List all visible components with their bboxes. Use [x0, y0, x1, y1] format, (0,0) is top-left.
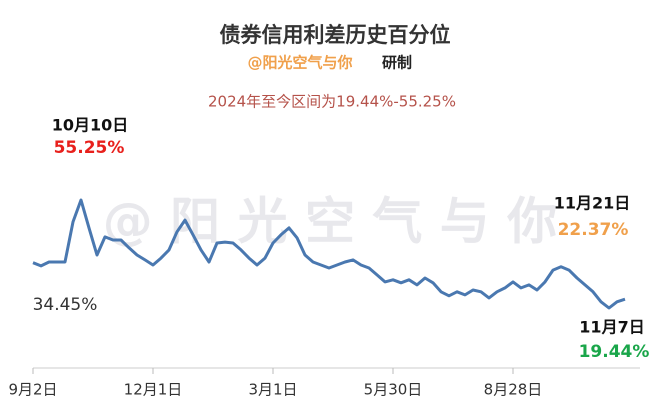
note: 2024年至今区间为19.44%-55.25% — [208, 93, 456, 111]
value-label: 22.37% — [558, 220, 629, 240]
watermark: @ 阳 光 空 气 与 你 — [103, 193, 557, 251]
value-label: 19.44% — [579, 342, 650, 362]
subtitle-suffix: 研制 — [382, 54, 412, 72]
subtitle: @阳光空气与你 — [247, 54, 352, 72]
line — [32, 198, 626, 310]
chart-title: 债券信用利差历史百分位 — [220, 23, 451, 47]
x-tick-label: 3月1日 — [248, 381, 297, 399]
value-label: 55.25% — [54, 138, 125, 158]
annotation: 10月10日 — [52, 116, 129, 135]
x-tick-label: 12月1日 — [124, 381, 183, 399]
x-tick-label: 8月28日 — [484, 381, 543, 399]
x-tick-label: 5月30日 — [364, 381, 423, 399]
value-label: 34.45% — [33, 295, 98, 315]
annotation: 11月21日 — [554, 194, 631, 213]
x-tick-label: 9月2日 — [8, 381, 57, 399]
annotation: 11月7日 — [579, 318, 644, 337]
